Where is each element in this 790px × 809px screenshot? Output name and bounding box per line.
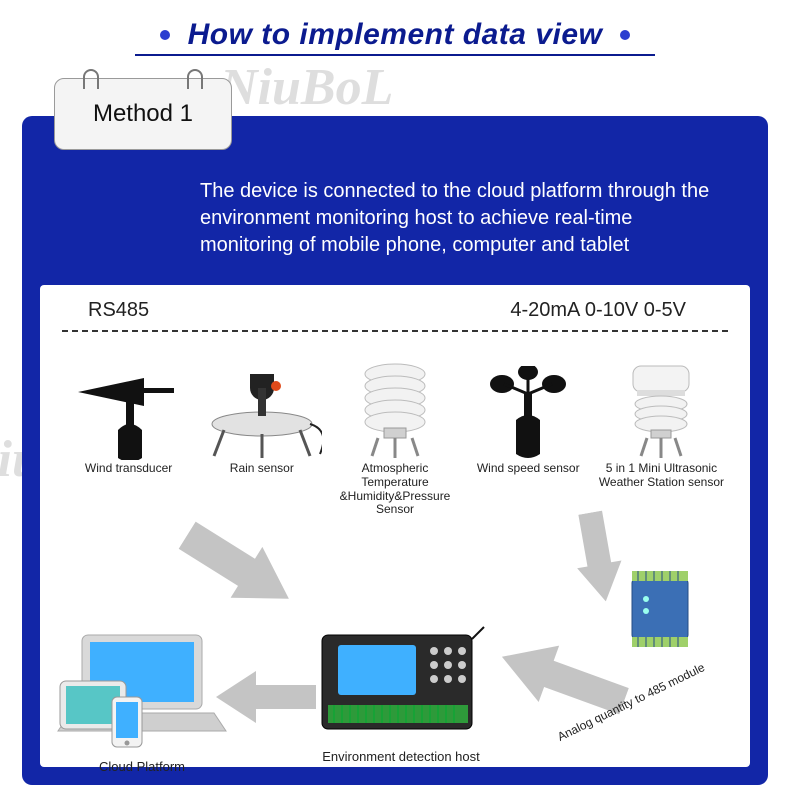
- method-description: The device is connected to the cloud pla…: [40, 140, 750, 279]
- sensor-label: Wind speed sensor: [462, 462, 595, 517]
- sensors-row: [58, 342, 732, 460]
- title-dot-left: [160, 30, 170, 40]
- atm-sensor-icon: [350, 362, 440, 460]
- environment-host: Environment detection host: [316, 625, 486, 764]
- analog-485-module: [624, 569, 696, 651]
- cloud-platform: Cloud Platform: [52, 627, 232, 774]
- watermark-1: NiuBoL: [220, 58, 393, 117]
- method-card: Method 1 The device is connected to the …: [22, 116, 768, 785]
- sensor-labels-row: Wind transducer Rain sensor Atmospheric …: [58, 460, 732, 517]
- sensor-rain: [195, 364, 328, 460]
- sensor-5in1: [595, 360, 728, 460]
- devices-icon: [52, 627, 232, 755]
- rain-sensor-icon: [202, 364, 322, 460]
- wind-speed-icon: [478, 366, 578, 460]
- title-dot-right: [620, 30, 630, 40]
- sensor-label: Rain sensor: [195, 462, 328, 517]
- protocol-right: 4-20mA 0-10V 0-5V: [510, 299, 726, 322]
- arrow-icon: [568, 509, 628, 605]
- sensor-label: Atmospheric Temperature &Humidity&Pressu…: [328, 462, 461, 517]
- cloud-platform-label: Cloud Platform: [99, 759, 185, 774]
- sensor-atm: [328, 362, 461, 460]
- protocol-divider: [62, 330, 728, 332]
- host-icon: [316, 625, 486, 745]
- sensor-wind-transducer: [62, 370, 195, 460]
- sensor-wind-speed: [462, 366, 595, 460]
- tab-ring-left: [83, 69, 99, 89]
- title-underline: [135, 54, 655, 56]
- method-tab-label: Method 1: [93, 100, 193, 128]
- sensor-label: Wind transducer: [62, 462, 195, 517]
- module-icon: [624, 569, 696, 651]
- tab-ring-right: [187, 69, 203, 89]
- page-title-row: How to implement data view: [0, 0, 790, 52]
- method-tab: Method 1: [54, 78, 232, 150]
- arrow-icon: [171, 510, 305, 624]
- sensor-label: 5 in 1 Mini Ultrasonic Weather Station s…: [595, 462, 728, 517]
- ultrasonic-sensor-icon: [619, 360, 703, 460]
- protocol-row: RS485 4-20mA 0-10V 0-5V: [58, 297, 732, 328]
- flow-area: Analog quantity to 485 module: [58, 529, 732, 809]
- page-title: How to implement data view: [188, 18, 603, 52]
- wind-transducer-icon: [74, 370, 184, 460]
- diagram-panel: RS485 4-20mA 0-10V 0-5V: [40, 285, 750, 767]
- protocol-left: RS485: [88, 299, 149, 322]
- host-label: Environment detection host: [322, 749, 480, 764]
